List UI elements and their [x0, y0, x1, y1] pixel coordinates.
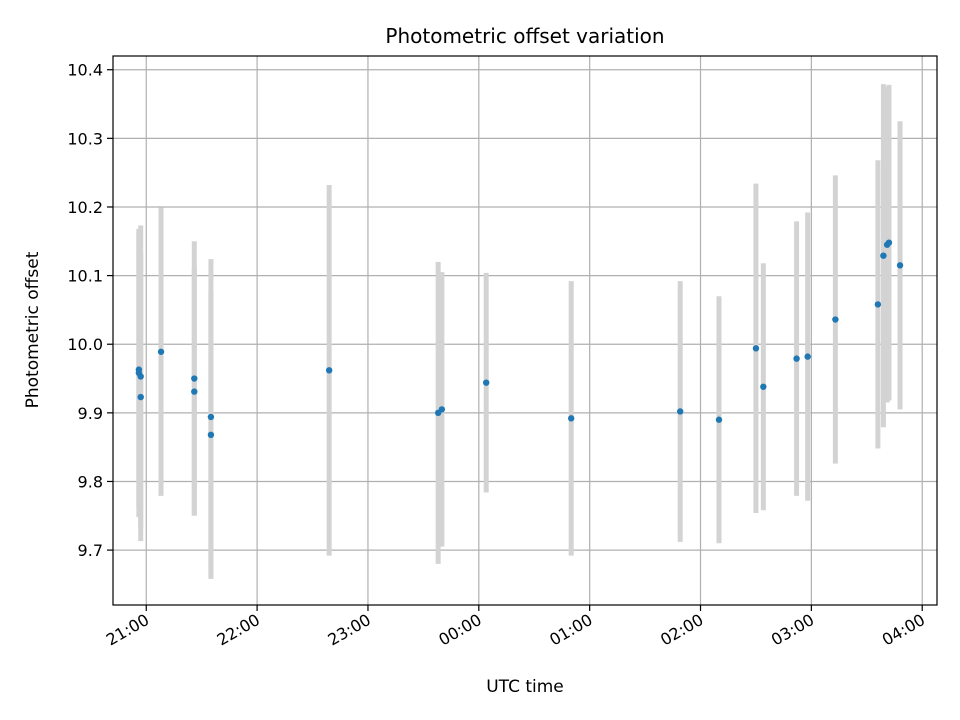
- data-point: [880, 252, 887, 259]
- data-point: [207, 431, 215, 439]
- x-axis-ticks: 21:00 22:00 23:00 00:00 01:00 02:00 03:00 04:00: [103, 605, 928, 650]
- y-axis-title: Photometric offset: [23, 251, 43, 408]
- data-point: [896, 262, 904, 269]
- x-tick-label: 04:00: [879, 610, 928, 650]
- plot-frame: [112, 55, 938, 606]
- data-point: [207, 413, 215, 421]
- error-bars: [136, 84, 903, 579]
- data-point: [804, 353, 811, 360]
- data-point: [191, 375, 198, 382]
- grid: [113, 56, 937, 605]
- data-point: [885, 239, 893, 246]
- data-point: [715, 416, 723, 423]
- x-axis-title: UTC time: [486, 677, 564, 697]
- y-tick-label: 10.2: [67, 198, 103, 217]
- y-axis-ticks: 9.7 9.8 9.9 10.0 10.1 10.2 10.3 10.4: [67, 61, 113, 560]
- y-tick-label: 9.7: [78, 541, 103, 560]
- data-points: [135, 239, 904, 439]
- data-point: [832, 316, 839, 323]
- data-point: [157, 348, 165, 355]
- data-point: [752, 345, 760, 352]
- data-point: [874, 301, 882, 308]
- x-tick-label: 21:00: [103, 610, 152, 650]
- data-point: [676, 408, 684, 415]
- x-tick-label: 03:00: [768, 610, 817, 650]
- data-point: [483, 379, 490, 386]
- y-tick-label: 9.9: [78, 404, 103, 423]
- x-tick-label: 22:00: [214, 610, 263, 650]
- data-point: [760, 383, 767, 390]
- data-point: [567, 415, 575, 422]
- data-point: [137, 373, 144, 380]
- data-point: [191, 388, 198, 395]
- data-point: [438, 406, 446, 413]
- data-point: [325, 367, 333, 374]
- x-tick-label: 01:00: [546, 610, 595, 650]
- x-tick-label: 00:00: [435, 610, 484, 650]
- y-tick-label: 10.0: [67, 335, 103, 354]
- x-tick-label: 23:00: [325, 610, 374, 650]
- data-point: [793, 355, 800, 362]
- chart-title: Photometric offset variation: [385, 24, 664, 48]
- data-point: [137, 393, 144, 401]
- y-tick-label: 9.8: [78, 472, 103, 491]
- y-tick-label: 10.4: [67, 61, 103, 80]
- y-tick-label: 10.3: [67, 129, 103, 148]
- x-tick-label: 02:00: [657, 610, 706, 650]
- y-tick-label: 10.1: [67, 267, 103, 286]
